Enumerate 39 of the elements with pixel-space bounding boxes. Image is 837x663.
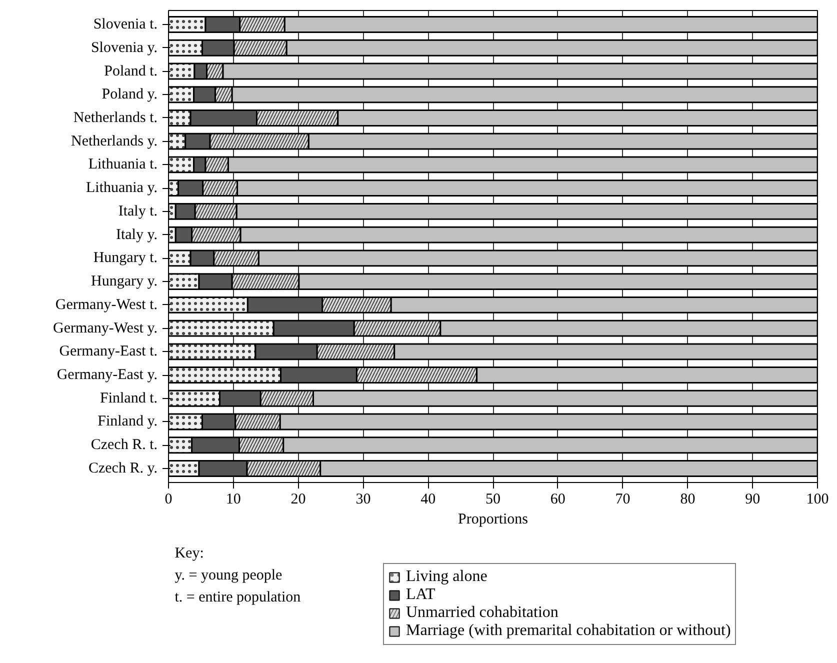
y-tick-label: Netherlands t. — [73, 110, 158, 126]
x-tick-label: 20 — [290, 492, 306, 508]
x-tick-label: 80 — [680, 492, 696, 508]
y-tick-label: Finland t. — [100, 390, 158, 406]
x-tick-label: 70 — [615, 492, 630, 508]
y-tick-label: Poland y. — [102, 86, 158, 103]
y-tick-label: Hungary t. — [93, 250, 158, 266]
x-tick-label: 50 — [486, 492, 500, 508]
y-tick-label: Germany-West t. — [55, 296, 158, 313]
x-tick-label: 0 — [164, 492, 172, 508]
x-tick-label: 90 — [745, 492, 760, 508]
x-tick-label: 100 — [806, 492, 829, 508]
y-tick-label: Finland y. — [98, 414, 158, 430]
y-tick-label: Lithuania y. — [86, 180, 158, 196]
text: Key: — [174, 546, 204, 562]
y-tick-label: Italy y. — [116, 226, 158, 243]
y-tick-label: Czech R. t. — [90, 437, 158, 454]
x-tick-label: 30 — [356, 492, 371, 508]
y-tick-label: Poland t. — [104, 63, 158, 80]
x-axis-title: Proportions — [458, 512, 528, 528]
legend-label: Marriage (with premarital cohabitation or without) — [406, 622, 731, 640]
x-tick-label: 60 — [550, 492, 566, 508]
y-tick-label: Germany-East t. — [59, 344, 158, 360]
y-tick-label: Slovenia y. — [90, 40, 158, 56]
y-tick-label: Slovenia t. — [93, 16, 158, 33]
x-tick-label: 10 — [226, 492, 241, 508]
legend-label: Unmarried cohabitation — [406, 604, 558, 622]
y-tick-label: Italy t. — [118, 203, 158, 220]
y-tick-label: Czech R. y. — [88, 460, 158, 476]
y-tick-label: Germany-East y. — [56, 367, 158, 384]
y-tick-label: Netherlands y. — [71, 133, 158, 150]
y-tick-label: Germany-West y. — [53, 320, 158, 336]
text: t. = entire population — [174, 590, 302, 606]
text: y. = young people — [174, 568, 283, 584]
x-tick-label: 40 — [420, 492, 436, 508]
y-tick-label: Hungary y. — [90, 274, 158, 290]
legend-label: LAT — [406, 586, 436, 604]
y-tick-label: Lithuania t. — [88, 156, 158, 173]
legend-label: Living alone — [406, 568, 488, 586]
